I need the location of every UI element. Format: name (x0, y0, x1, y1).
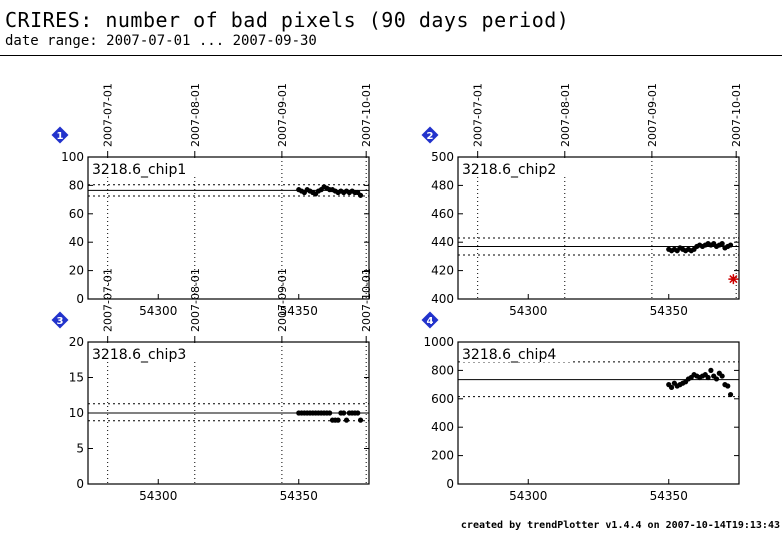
chart-panel-2: 2007-07-01 2007-08-01 2007-09-01 2007-10-01… (421, 83, 743, 318)
plot-frame (87, 156, 370, 300)
y-tick-label: 800 (431, 363, 454, 377)
panel-number: 4 (427, 316, 434, 327)
y-tick-label: 500 (431, 150, 454, 164)
data-point (713, 376, 720, 382)
header-divider (0, 55, 782, 56)
page-title: CRIRES: number of bad pixels (90 days pe… (5, 8, 570, 32)
x-tick-label: 54350 (650, 489, 688, 503)
panel-number: 2 (427, 131, 434, 142)
date-tick-label: 2007-10-01 (730, 83, 743, 147)
y-tick-label: 60 (69, 207, 84, 221)
x-tick-label: 54350 (650, 304, 688, 318)
y-tick-label: 10 (69, 406, 84, 420)
x-tick-label: 54300 (139, 304, 177, 318)
y-tick-label: 15 (69, 371, 84, 385)
x-tick-label: 54300 (509, 304, 547, 318)
data-point (708, 367, 714, 373)
outlier-star-core (731, 276, 736, 282)
panel-label-bg (90, 345, 200, 362)
y-tick-label: 200 (431, 449, 454, 463)
data-point (335, 417, 341, 423)
panel-label: 3218.6_chip1 (92, 162, 186, 178)
y-tick-label: 480 (431, 178, 454, 192)
date-tick-label: 2007-08-01 (559, 83, 572, 147)
x-tick-label: 54350 (280, 489, 318, 503)
data-point (705, 374, 711, 381)
date-tick-label: 2007-09-01 (646, 83, 659, 147)
chart-panel-1: 2007-07-01 2007-08-01 2007-09-01 2007-10-01… (51, 83, 373, 318)
data-point (725, 383, 731, 389)
date-tick-label: 2007-10-01 (360, 268, 373, 332)
outlier-point (728, 274, 739, 285)
y-tick-label: 0 (446, 477, 454, 491)
footer-credit: created by trendPlotter v1.4.4 on 2007-1… (460, 520, 780, 531)
y-tick-label: 1000 (423, 335, 454, 349)
y-tick-label: 400 (431, 292, 454, 306)
y-tick-label: 5 (76, 442, 84, 456)
date-range-subtitle: date range: 2007-07-01 ... 2007-09-30 (5, 33, 317, 49)
y-tick-label: 100 (61, 150, 84, 164)
panel-label-bg (460, 345, 570, 362)
panel-number: 1 (57, 131, 64, 142)
data-point (357, 417, 364, 423)
panel-label: 3218.6_chip4 (462, 347, 556, 363)
data-point (341, 410, 347, 416)
y-tick-label: 40 (69, 235, 84, 249)
y-tick-label: 20 (69, 335, 84, 349)
plot-frame (457, 341, 740, 485)
date-tick-label: 2007-07-01 (102, 268, 115, 332)
data-point (727, 391, 734, 398)
y-tick-label: 80 (69, 178, 84, 192)
date-tick-label: 2007-07-01 (102, 83, 115, 147)
panel-label: 3218.6_chip3 (92, 347, 186, 363)
data-point (343, 417, 350, 423)
y-tick-label: 440 (431, 235, 454, 249)
panel-label: 3218.6_chip2 (462, 162, 556, 178)
chart-panel-3: 2007-07-01 2007-08-01 2007-09-01 2007-10-01… (51, 268, 373, 503)
x-tick-label: 54300 (509, 489, 547, 503)
date-tick-label: 2007-10-01 (360, 83, 373, 147)
chart-panel-4: 0 200 400 600 800 1000 54300 54350 3218.6_chip4 4 (421, 311, 740, 503)
y-tick-label: 0 (76, 477, 84, 491)
y-tick-label: 600 (431, 392, 454, 406)
panel-number: 3 (57, 316, 64, 327)
data-point (355, 410, 361, 416)
y-tick-label: 20 (69, 264, 84, 278)
y-tick-label: 400 (431, 420, 454, 434)
plot-frame (457, 156, 740, 300)
panel-label-bg (90, 160, 200, 177)
y-tick-label: 0 (76, 292, 84, 306)
data-point (357, 192, 364, 198)
date-tick-label: 2007-07-01 (472, 83, 485, 147)
date-tick-label: 2007-09-01 (276, 268, 289, 332)
panel-number-badge (421, 311, 439, 329)
data-point (327, 410, 333, 416)
data-point (719, 373, 725, 379)
data-point (719, 241, 725, 247)
date-tick-label: 2007-08-01 (189, 83, 202, 147)
data-point (668, 384, 675, 391)
y-tick-label: 460 (431, 207, 454, 221)
panel-number-badge (421, 126, 439, 144)
date-tick-label: 2007-09-01 (276, 83, 289, 147)
x-tick-label: 54300 (139, 489, 177, 503)
data-point (727, 242, 734, 248)
y-tick-label: 420 (431, 264, 454, 278)
panel-label-bg (460, 160, 570, 177)
date-tick-label: 2007-08-01 (189, 268, 202, 332)
x-tick-label: 54350 (280, 304, 318, 318)
